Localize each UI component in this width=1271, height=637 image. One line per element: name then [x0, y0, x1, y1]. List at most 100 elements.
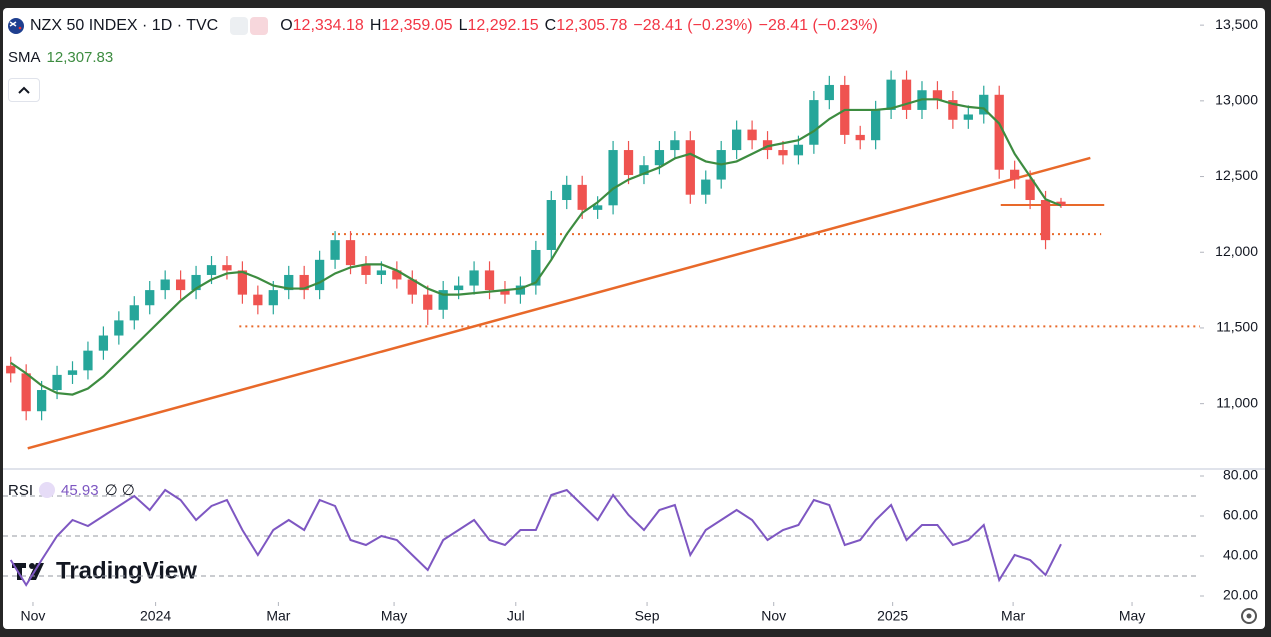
ohlc-value: 12,334.18	[292, 17, 364, 34]
ohlc-value: 12,359.05	[381, 17, 453, 34]
candle-body	[36, 390, 47, 412]
candle-body	[531, 249, 541, 286]
change: −28.41 (−0.23%)	[633, 17, 753, 34]
y-tick-label: 13,000	[1215, 92, 1258, 108]
candle-body	[1056, 201, 1066, 206]
candle-body	[453, 285, 464, 291]
x-tick-label: Mar	[266, 608, 290, 624]
candle-body	[145, 290, 155, 306]
candle-body	[732, 129, 742, 151]
candle-body	[21, 373, 31, 412]
candle-body	[824, 84, 834, 101]
candle-body	[793, 144, 804, 156]
candle-body	[299, 274, 309, 291]
candle-body	[83, 350, 93, 371]
candle-body	[1025, 179, 1035, 201]
y-tick-label: 80.00	[1223, 467, 1258, 483]
candle-body	[979, 94, 989, 115]
candle-body	[546, 200, 556, 250]
watermark: TradingView	[56, 557, 197, 584]
rsi-line	[9, 488, 1062, 587]
header: NZX 50 INDEX · 1D · TVC O12,334.18 H12,35…	[8, 17, 878, 35]
toggle-buttons[interactable]	[230, 17, 269, 35]
ohlc: O12,334.18 H12,359.05 L12,292.15 C12,305.78	[280, 17, 627, 35]
y-tick-label: 12,500	[1215, 167, 1258, 183]
candle-body	[222, 265, 232, 271]
ohlc-label: O	[280, 17, 293, 34]
x-tick-label: Jul	[507, 608, 525, 624]
candle-body	[1040, 200, 1051, 241]
x-tick-label: May	[381, 608, 407, 624]
x-tick-label: Mar	[1001, 608, 1025, 624]
ohlc-label: L	[458, 17, 468, 34]
candle-body	[114, 320, 124, 336]
sma-line	[10, 98, 1062, 396]
rsi-legend: RSI 45.93 ∅ ∅	[8, 481, 135, 500]
candle-body	[608, 150, 618, 206]
candle-body	[654, 150, 665, 166]
change: −28.41 (−0.23%)	[758, 17, 878, 34]
toggle-button[interactable]	[230, 17, 249, 35]
ohlc-item: O12,334.18	[280, 17, 364, 35]
candle-body	[778, 150, 788, 156]
candle-body	[963, 114, 973, 120]
ohlc-label: C	[544, 17, 557, 34]
candle-body	[701, 179, 711, 195]
candle-body	[932, 90, 943, 101]
ohlc-value: 12,305.78	[556, 17, 628, 34]
candle-body	[129, 305, 139, 321]
rsi-icon[interactable]	[39, 482, 56, 498]
candle-body	[330, 240, 340, 260]
trendline	[27, 156, 1091, 450]
candle-body	[268, 290, 278, 306]
candle-body	[206, 265, 217, 275]
candle-body	[407, 279, 417, 295]
y-tick-label: 20.00	[1223, 587, 1258, 603]
collapse-button[interactable]	[8, 78, 40, 102]
candle-body	[484, 270, 495, 291]
candle-body	[392, 270, 402, 280]
candle-body	[423, 294, 433, 310]
candle-body	[376, 270, 387, 275]
ohlc-label: H	[369, 17, 382, 34]
candle-body	[994, 94, 1004, 170]
candle-body	[98, 335, 109, 351]
x-tick-label: Sep	[635, 608, 660, 624]
flag-icon	[8, 18, 24, 34]
x-tick-label: Nov	[761, 608, 786, 624]
ohlc-item: L12,292.15	[459, 17, 539, 35]
candle-body	[515, 285, 526, 295]
candle-body	[67, 370, 78, 375]
y-tick-label: 12,000	[1215, 243, 1258, 259]
chart-background	[3, 8, 1265, 629]
candle-body	[253, 294, 263, 306]
price-pane	[6, 70, 1200, 450]
candle-body	[871, 109, 881, 141]
rsi-name: RSI	[8, 481, 34, 499]
ohlc-item: H12,359.05	[370, 17, 453, 35]
candle-body	[500, 290, 510, 295]
x-tick-label: Nov	[21, 608, 46, 624]
candle-body	[160, 279, 170, 291]
candle-body	[175, 279, 186, 291]
symbol-title: NZX 50 INDEX · 1D · TVC	[30, 17, 219, 34]
rsi-pane	[3, 488, 1200, 587]
candle-body	[469, 270, 479, 286]
candle-body	[191, 274, 201, 291]
candle-body	[886, 79, 896, 110]
candle-body	[6, 365, 16, 374]
toggle-button[interactable]	[250, 17, 269, 35]
candle-body	[284, 274, 294, 291]
settings-icon[interactable]	[1241, 608, 1257, 624]
y-tick-label: 13,500	[1215, 16, 1258, 32]
candle-body	[639, 165, 649, 176]
candle-body	[562, 184, 572, 201]
rsi-value: 45.93	[61, 481, 99, 499]
y-tick-label: 60.00	[1223, 507, 1258, 523]
candle-body	[52, 374, 62, 391]
candle-body	[623, 150, 634, 176]
rsi-flags: ∅ ∅	[104, 482, 135, 499]
candle-body	[670, 140, 680, 151]
